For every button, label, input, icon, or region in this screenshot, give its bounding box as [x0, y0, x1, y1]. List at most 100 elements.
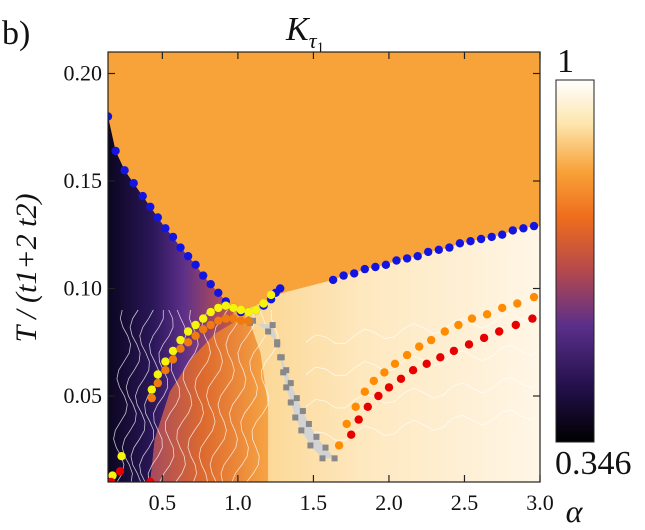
data-point-dark_orange [191, 331, 200, 340]
data-point-orange [415, 342, 424, 351]
contour-line [220, 309, 255, 482]
data-point-orange [342, 419, 351, 429]
data-point-orange [498, 303, 507, 313]
data-point-dark_orange [183, 338, 193, 347]
data-point-blue [129, 179, 138, 188]
heatmap-region-right [245, 226, 540, 482]
data-point-yellow [176, 335, 185, 345]
gray-region-point [293, 395, 300, 402]
series-orange [334, 292, 539, 450]
x-axis-label: α [566, 493, 584, 529]
title-sub: τ [309, 28, 318, 53]
data-point-blue [466, 237, 475, 246]
gray-region-point [322, 444, 329, 451]
gray-region-point [287, 380, 294, 387]
data-point-blue [138, 191, 147, 201]
colorbar-gradient [555, 79, 595, 443]
data-point-yellow [251, 305, 261, 315]
data-point-blue [276, 284, 285, 293]
contour-line [246, 309, 279, 482]
contour-line [187, 309, 211, 482]
gray-region-point [313, 433, 320, 440]
data-point-red [396, 374, 406, 383]
plot-frame [107, 51, 541, 483]
data-point-yellow [266, 290, 276, 300]
data-point-blue [191, 260, 200, 269]
data-point-blue [402, 254, 412, 263]
gray-region-point [305, 420, 312, 427]
data-point-blue [392, 256, 401, 265]
data-point-orange [351, 402, 360, 411]
data-point-blue [508, 226, 517, 235]
data-point-dark_orange [147, 393, 156, 403]
axis-ticks: 0.5 1.0 1.5 2.0 2.5 3.0 0.05 0.10 0.15 0.20 [64, 52, 554, 515]
contour-line [305, 345, 540, 377]
contour-line [139, 310, 164, 482]
data-point-blue [206, 280, 215, 289]
data-point-orange [467, 314, 477, 323]
data-point-blue [339, 271, 348, 280]
data-point-yellow [183, 327, 193, 336]
data-point-blue [381, 260, 391, 269]
gray-region-point [280, 369, 287, 376]
data-point-blue [111, 146, 120, 156]
x-tick-label: 0.5 [149, 490, 177, 515]
data-point-red [354, 415, 363, 424]
chart-title: Kτ1 [285, 11, 324, 56]
gray-region-point [274, 341, 281, 348]
data-point-red [363, 402, 372, 411]
contour-line [198, 309, 228, 482]
x-tick-label: 1.5 [300, 490, 328, 515]
heatmap-region-left [108, 116, 234, 482]
contour-line [130, 309, 154, 482]
data-point-blue [146, 202, 155, 211]
gray-region-point [265, 328, 272, 335]
data-point-blue [413, 252, 422, 261]
data-point-red [464, 340, 474, 349]
data-point-yellow [236, 305, 246, 315]
data-point-blue [350, 269, 359, 278]
data-point-blue [168, 232, 178, 242]
title-subsub: 1 [317, 40, 325, 56]
contour-line [209, 309, 243, 482]
data-point-orange [454, 320, 463, 330]
data-point-orange [427, 335, 436, 345]
gray-region-point [298, 427, 305, 434]
gray-region [250, 320, 335, 459]
x-tick-label: 2.5 [451, 490, 479, 515]
data-point-dark_orange [168, 355, 178, 364]
contour-line [305, 409, 540, 441]
data-point-orange [369, 376, 378, 386]
series-red [108, 314, 537, 482]
data-point-yellow [244, 307, 253, 317]
data-point-blue [519, 224, 528, 233]
data-point-orange [360, 387, 369, 396]
data-point-yellow [191, 320, 200, 330]
data-point-yellow [153, 370, 162, 379]
series-yellow [108, 290, 276, 480]
y-tick-label: 0.15 [64, 168, 103, 193]
title-base: K [285, 11, 311, 48]
x-tick-label: 1.0 [224, 490, 252, 515]
data-point-yellow [199, 314, 208, 323]
data-point-dark_orange [206, 320, 215, 330]
data-point-blue [120, 166, 129, 175]
data-point-blue [108, 112, 113, 121]
data-point-yellow [108, 471, 117, 480]
contour-line [159, 309, 187, 482]
data-point-red [347, 430, 356, 439]
data-point-orange [482, 310, 492, 319]
data-point-yellow [168, 346, 178, 356]
data-point-red [384, 383, 394, 392]
data-point-blue [161, 224, 170, 233]
y-tick-label: 0.20 [64, 61, 103, 86]
gray-region-point [283, 384, 290, 391]
data-point-orange [334, 441, 344, 450]
data-point-yellow [117, 452, 126, 461]
data-point-yellow [161, 357, 170, 366]
data-point-blue [476, 234, 486, 244]
data-point-dark_orange [199, 325, 208, 334]
data-point-blue [424, 247, 433, 257]
gray-region-point [331, 455, 338, 462]
